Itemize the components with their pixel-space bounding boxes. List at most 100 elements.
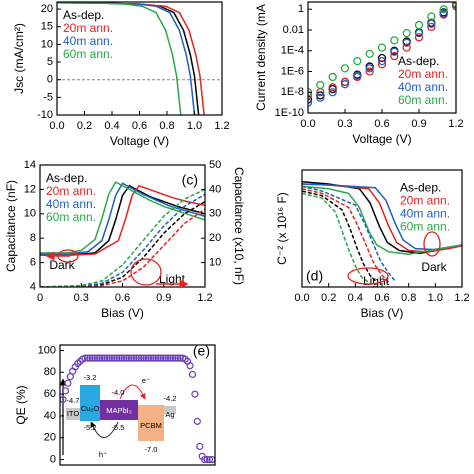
x-tick-label: 0 (37, 292, 43, 304)
annotation: Dark (49, 258, 75, 272)
x-axis-label: Voltage (V) (110, 134, 169, 148)
x-tick-label: 0.4 (104, 120, 119, 132)
marker (402, 38, 411, 47)
x-tick-label: 0.6 (115, 292, 130, 304)
marker (154, 354, 162, 362)
marker (328, 83, 337, 92)
marker (377, 60, 387, 69)
highlight (130, 258, 162, 286)
mapbi3-box (100, 400, 138, 420)
marker (137, 354, 145, 362)
marker (340, 80, 350, 89)
x-axis-label: Bias (V) (361, 306, 404, 320)
x-tick-label: 0.4 (348, 292, 363, 304)
marker (115, 354, 123, 362)
y-tick-label: 10 (24, 208, 36, 220)
y-tick-label: 12 (24, 183, 36, 195)
pcbm-box (138, 405, 164, 441)
marker (414, 28, 424, 38)
marker (186, 362, 194, 370)
y-tick-label: 1E-10 (275, 107, 304, 119)
plot-area (302, 180, 462, 283)
plot-area (57, 2, 222, 115)
hole-arrow (90, 421, 119, 438)
legend-entry: 40m ann. (63, 34, 113, 48)
level: -4.7 (67, 396, 80, 405)
marker (103, 354, 111, 362)
marker (127, 354, 135, 362)
legend-entry: As-dep. (398, 54, 439, 68)
series-line (302, 192, 370, 283)
x-tick-label: 0.0 (49, 120, 64, 132)
x-tick-label: 1.0 (428, 292, 443, 304)
marker (427, 12, 436, 21)
marker (328, 72, 337, 82)
layer-name: Ag (165, 410, 174, 419)
legend-entry: 60m ann. (400, 220, 450, 234)
marker (152, 354, 160, 362)
highlight (423, 231, 441, 257)
panel-label: (d) (306, 268, 323, 284)
series-line (40, 184, 205, 257)
marker (113, 354, 121, 362)
marker (100, 354, 109, 362)
x-tick-label: 0.3 (337, 118, 352, 130)
marker (328, 88, 337, 97)
marker (365, 64, 374, 73)
x-tick-label: 1.2 (214, 120, 229, 132)
y-tick-label: 40 (44, 410, 56, 422)
legend-entry: 20m ann. (46, 184, 96, 198)
marker (316, 91, 325, 100)
marker (96, 354, 104, 362)
series-line (40, 208, 205, 287)
marker (390, 52, 399, 61)
x-tick-label: 0.8 (401, 292, 416, 304)
y-tick-label: 8 (30, 232, 36, 244)
y-tick-label: 1E-4 (281, 45, 304, 57)
y2-tick-label: 40 (209, 183, 221, 195)
marker (316, 80, 325, 90)
legend-entry: 20m ann. (398, 67, 448, 81)
y-tick-label: -5 (43, 91, 53, 103)
x-tick-label: 1.2 (197, 292, 212, 304)
legend-entry: As-dep. (46, 171, 87, 185)
marker (340, 64, 350, 73)
legend-entry: 60m ann. (46, 210, 96, 224)
y-tick-label: 0 (47, 74, 53, 86)
series-line (302, 185, 396, 282)
marker (149, 354, 157, 362)
layer-name: Cu₂O (81, 404, 99, 413)
marker (147, 354, 155, 362)
carrier: h⁺ (99, 450, 107, 459)
series-line (57, 2, 182, 115)
marker (377, 43, 387, 52)
y-tick-label: 80 (44, 366, 56, 378)
marker (390, 36, 399, 45)
level: -5.5 (112, 423, 125, 432)
marker (140, 354, 148, 362)
electron-arrow (119, 384, 146, 400)
marker (365, 49, 374, 59)
marker (377, 53, 387, 63)
marker (86, 354, 94, 362)
x-tick-label: 0.0 (294, 292, 309, 304)
marker (166, 354, 175, 362)
y2-tick-label: 30 (209, 208, 221, 220)
y-tick-label: 1E-6 (281, 65, 304, 77)
x-tick-label: 1.2 (448, 118, 463, 130)
x-axis-label: Voltage (V) (352, 132, 411, 146)
marker (353, 56, 362, 66)
y-tick-label: 14 (24, 159, 36, 171)
highlight (347, 267, 389, 285)
series-line (40, 181, 205, 254)
carrier: e⁻ (142, 376, 150, 385)
marker (159, 354, 167, 362)
annotation: Dark (421, 260, 447, 274)
panel-label: (e) (193, 343, 210, 359)
marker (108, 354, 116, 362)
x-tick-label: 0.3 (74, 292, 89, 304)
marker (414, 20, 424, 30)
marker (83, 354, 92, 362)
marker (98, 354, 106, 362)
marker (125, 354, 133, 362)
